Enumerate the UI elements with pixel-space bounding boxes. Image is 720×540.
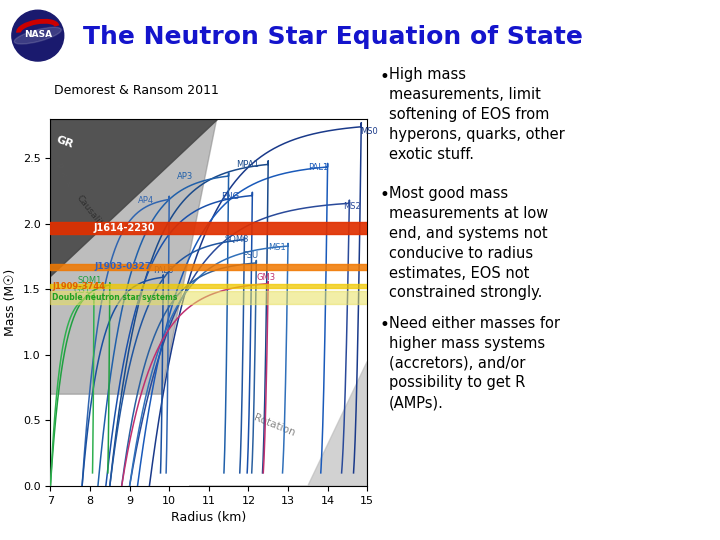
Text: PAL1: PAL1 xyxy=(307,163,328,172)
Text: High mass
measurements, limit
softening of EOS from
hyperons, quarks, other
exot: High mass measurements, limit softening … xyxy=(389,68,564,161)
Text: MPA1: MPA1 xyxy=(236,160,259,169)
Text: Causality: Causality xyxy=(74,194,107,232)
Bar xyxy=(50,284,367,288)
Text: •: • xyxy=(379,186,390,204)
Text: P < ∞: P < ∞ xyxy=(53,161,74,189)
Text: NASA: NASA xyxy=(24,30,52,39)
Text: Need either masses for
higher mass systems
(accretors), and/or
possibility to ge: Need either masses for higher mass syste… xyxy=(389,316,560,410)
Bar xyxy=(50,264,367,270)
Text: GM3: GM3 xyxy=(256,273,276,282)
Y-axis label: Mass (M☉): Mass (M☉) xyxy=(4,269,17,336)
X-axis label: Radius (km): Radius (km) xyxy=(171,511,246,524)
Text: FSU: FSU xyxy=(243,251,258,260)
Polygon shape xyxy=(50,119,217,276)
Text: PAL6: PAL6 xyxy=(153,266,174,275)
Text: ENG: ENG xyxy=(221,192,239,201)
Text: Rotation: Rotation xyxy=(252,413,297,438)
Text: SQM3: SQM3 xyxy=(225,235,249,244)
Bar xyxy=(50,291,367,303)
Polygon shape xyxy=(50,119,217,394)
Text: J1909-3744: J1909-3744 xyxy=(53,281,105,291)
Text: MS0: MS0 xyxy=(360,127,378,137)
Text: AP3: AP3 xyxy=(177,172,194,181)
Polygon shape xyxy=(189,361,367,486)
Ellipse shape xyxy=(14,28,61,44)
Circle shape xyxy=(12,10,63,61)
Text: •: • xyxy=(379,68,390,85)
Text: •: • xyxy=(379,316,390,334)
Text: MS1: MS1 xyxy=(269,243,286,252)
Text: The Neutron Star Equation of State: The Neutron Star Equation of State xyxy=(83,25,582,49)
Text: AP4: AP4 xyxy=(138,195,153,205)
Text: MS2: MS2 xyxy=(343,202,361,211)
Text: SQM1: SQM1 xyxy=(78,275,102,285)
Text: GR: GR xyxy=(55,134,75,150)
Text: Double neutron star systems: Double neutron star systems xyxy=(53,293,178,302)
Text: J1903-0327: J1903-0327 xyxy=(94,262,151,272)
Text: Most good mass
measurements at low
end, and systems not
conducive to radius
esti: Most good mass measurements at low end, … xyxy=(389,186,548,300)
Bar xyxy=(50,222,367,233)
Text: J1614-2230: J1614-2230 xyxy=(94,222,156,233)
Text: GS1: GS1 xyxy=(73,286,90,295)
Text: Demorest & Ransom 2011: Demorest & Ransom 2011 xyxy=(54,84,219,97)
